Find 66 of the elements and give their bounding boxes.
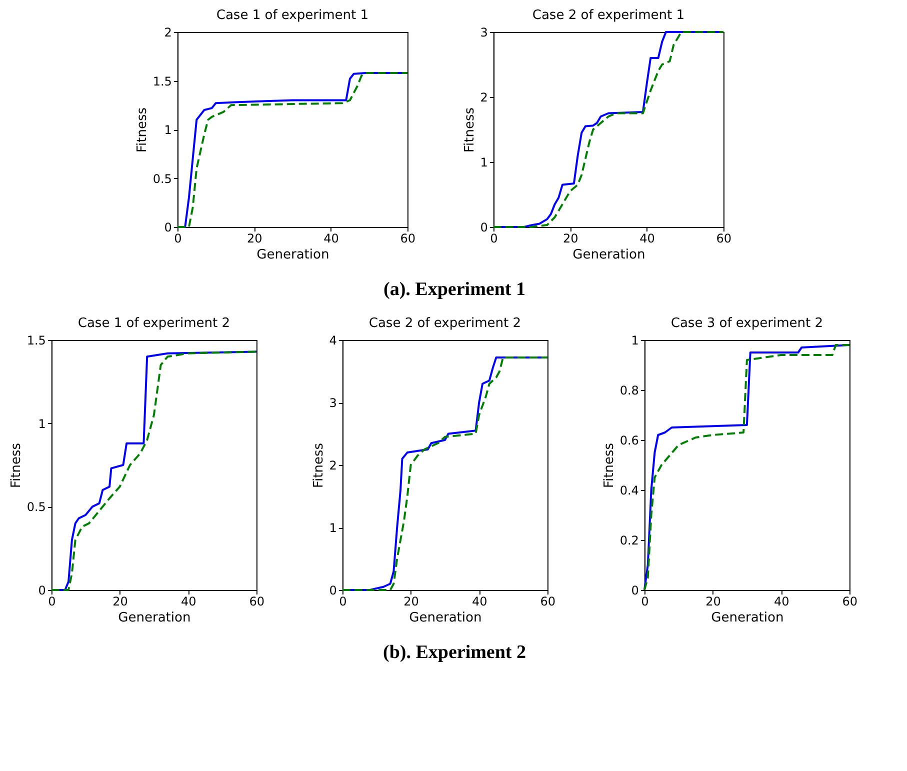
y-tick-label: 0.4	[620, 484, 639, 498]
y-tick-label: 0	[38, 584, 46, 598]
y-tick-label: 1.5	[152, 74, 172, 88]
x-tick-label: 40	[180, 594, 196, 608]
x-tick-label: 40	[774, 594, 790, 608]
x-tick-label: 20	[404, 594, 419, 608]
line-series	[176, 72, 408, 228]
line-series	[50, 350, 258, 591]
x-tick-label: 40	[472, 594, 488, 608]
text: (b). Experiment 2	[382, 642, 526, 663]
x-tick-label: 60	[400, 232, 416, 246]
x-tick-label: 60	[249, 594, 265, 608]
y-tick-label: 0	[480, 220, 488, 234]
line-series	[492, 31, 724, 228]
x-tick-label: 0	[174, 232, 182, 246]
x-axis-title: Generation	[572, 248, 646, 262]
chart-title: Case 2 of experiment 1	[532, 8, 684, 23]
x-tick-label: 0	[641, 594, 649, 608]
x-tick-label: 20	[246, 232, 262, 246]
y-tick-label: 1	[38, 416, 46, 431]
x-tick-label: 60	[716, 232, 732, 246]
y-tick-label: 1	[631, 334, 639, 348]
y-tick-label: 3	[329, 396, 337, 410]
chart-title: Case 3 of experiment 2	[670, 316, 823, 331]
y-axis-title: Fitness	[311, 442, 326, 488]
y-tick-label: 0.6	[620, 434, 639, 448]
y-axis-title: Fitness	[602, 442, 617, 488]
line-series	[643, 344, 850, 591]
x-axis-title: Generation	[256, 248, 330, 262]
y-tick-label: 1	[329, 521, 337, 535]
y-tick-label: 0	[329, 584, 337, 598]
y-tick-label: 0.8	[620, 384, 639, 398]
chart-title: Case 1 of experiment 1	[216, 8, 368, 23]
y-tick-label: 1	[164, 123, 172, 137]
x-tick-label: 40	[324, 232, 339, 246]
x-tick-label: 20	[706, 594, 721, 608]
y-axis-title: Fitness	[462, 107, 478, 153]
x-tick-label: 0	[490, 232, 498, 246]
chart-title: Case 2 of experiment 2	[368, 316, 521, 331]
line-series	[341, 356, 548, 591]
y-tick-label: 2	[329, 458, 337, 472]
x-tick-label: 0	[339, 594, 347, 608]
y-tick-label: 1.5	[26, 334, 46, 348]
x-axis-title: Generation	[409, 610, 482, 626]
y-tick-label: 0	[164, 220, 172, 234]
x-tick-label: 0	[48, 594, 56, 608]
x-axis-title: Generation	[711, 610, 784, 626]
x-tick-label: 60	[842, 594, 858, 608]
x-axis-title: Generation	[118, 610, 191, 626]
x-tick-label: 60	[540, 594, 556, 608]
y-tick-label: 2	[164, 26, 172, 40]
y-tick-label: 2	[480, 90, 488, 104]
chart-title: Case 1 of experiment 2	[78, 316, 230, 331]
text: (a). Experiment 1	[384, 279, 526, 300]
y-axis-title: Fitness	[134, 107, 150, 153]
y-tick-label: 0.5	[26, 500, 46, 514]
x-tick-label: 20	[112, 594, 128, 608]
y-axis-title: Fitness	[8, 442, 24, 488]
y-tick-label: 0.2	[620, 534, 639, 548]
y-tick-label: 3	[480, 26, 488, 40]
y-tick-label: 4	[329, 334, 337, 348]
y-tick-label: 1	[480, 156, 488, 170]
x-tick-label: 40	[640, 232, 655, 246]
y-tick-label: 0	[631, 584, 639, 598]
x-tick-label: 20	[562, 232, 578, 246]
y-tick-label: 0.5	[152, 172, 172, 186]
